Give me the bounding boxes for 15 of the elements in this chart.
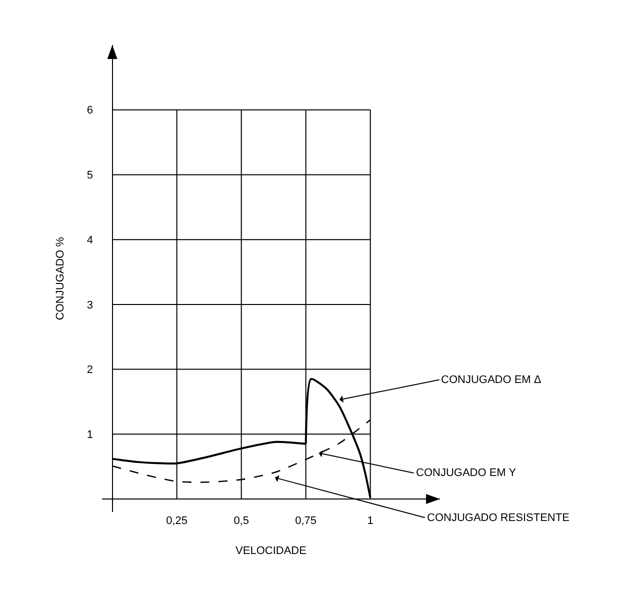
x-axis-title: VELOCIDADE	[236, 545, 306, 558]
annotation: CONJUGADO EM Δ	[441, 374, 542, 386]
annotation: CONJUGADO EM Y	[416, 467, 517, 479]
y-tick-label: 5	[86, 170, 93, 182]
y-axis-title: CONJUGADO %	[54, 236, 67, 320]
y-tick-label: 4	[86, 234, 93, 246]
x-tick-label: 0,75	[295, 515, 317, 527]
y-tick-label: 2	[86, 364, 93, 376]
x-tick-label: 1	[367, 515, 374, 527]
y-tick-label: 6	[86, 104, 93, 117]
x-tick-label: 0,5	[234, 515, 249, 527]
y-tick-label: 3	[86, 299, 93, 312]
x-tick-label: 0,25	[166, 515, 188, 527]
y-tick-label: 1	[86, 429, 93, 442]
annotation: CONJUGADO RESISTENTE	[427, 512, 570, 524]
